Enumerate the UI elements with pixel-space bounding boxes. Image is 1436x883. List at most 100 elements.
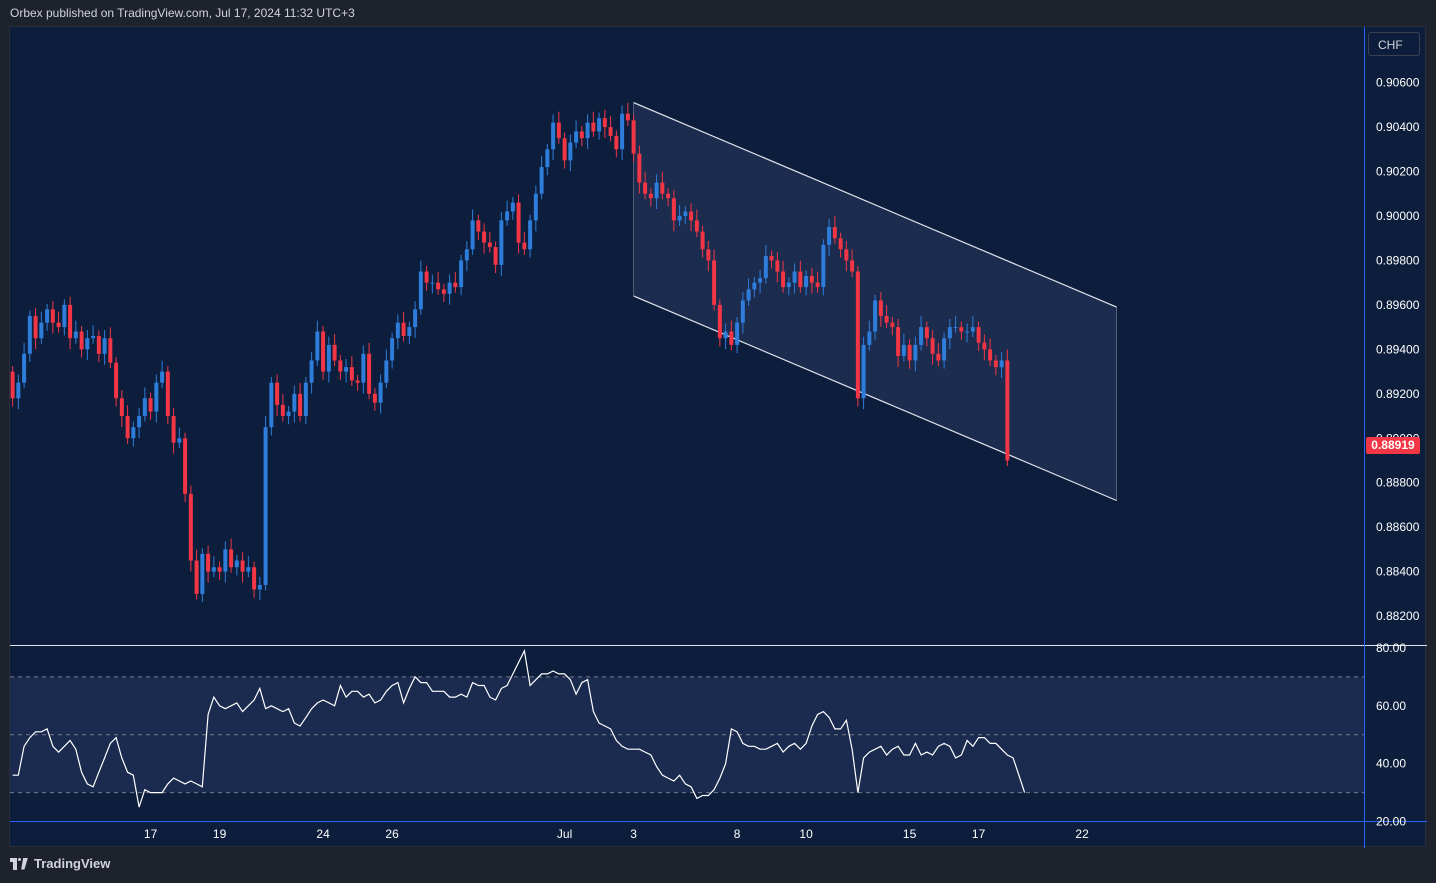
- publisher-attribution: Orbex published on TradingView.com, Jul …: [10, 6, 355, 20]
- candle: [769, 250, 774, 269]
- chart-canvas[interactable]: 0.90600 0.90400 0.90200 0.90000 0.89800 0.896…: [10, 27, 1427, 848]
- rsi-tick-label: 60.00: [1376, 699, 1406, 713]
- candle-body: [119, 398, 124, 417]
- candle-body: [539, 167, 544, 194]
- candle: [821, 239, 826, 296]
- candle-body: [476, 220, 481, 232]
- candle-body: [551, 122, 556, 150]
- candle-body: [436, 282, 441, 290]
- price-tick-label: 0.89600: [1376, 298, 1420, 312]
- candle: [993, 354, 998, 376]
- candle: [321, 325, 326, 380]
- price-tick-label: 0.90600: [1376, 76, 1420, 90]
- candle: [137, 407, 142, 439]
- candle-body: [165, 371, 170, 417]
- candle: [832, 216, 837, 244]
- candle: [913, 336, 918, 372]
- candle: [620, 105, 625, 161]
- candle: [171, 407, 176, 454]
- candle: [344, 358, 349, 383]
- candle: [556, 111, 561, 144]
- candle-body: [217, 567, 222, 572]
- candle-body: [608, 127, 613, 136]
- candle: [229, 538, 234, 573]
- time-tick-label: 24: [316, 827, 330, 841]
- candle: [309, 352, 314, 394]
- price-tick-label: 0.88800: [1376, 476, 1420, 490]
- candle-body: [712, 260, 717, 305]
- candle: [326, 336, 331, 383]
- candle-body: [338, 360, 343, 372]
- candle-body: [660, 182, 665, 194]
- currency-selector[interactable]: CHF: [1368, 32, 1420, 56]
- price-tick-label: 0.88200: [1376, 609, 1420, 623]
- candle-body: [73, 331, 78, 339]
- candle-body: [499, 220, 504, 265]
- candle-body: [867, 331, 872, 345]
- candle: [855, 265, 860, 407]
- candle-body: [114, 362, 119, 399]
- candle: [102, 329, 107, 365]
- candle: [298, 382, 303, 422]
- candle: [625, 102, 630, 126]
- candle: [798, 260, 803, 293]
- candle-body: [96, 336, 101, 354]
- candle: [896, 318, 901, 367]
- candle-body: [372, 393, 377, 403]
- candle-body: [942, 338, 947, 361]
- candle-body: [752, 282, 757, 290]
- candle-body: [838, 238, 843, 250]
- candle-body: [769, 255, 774, 261]
- candle-body: [10, 371, 15, 399]
- candle-body: [510, 202, 515, 212]
- candle: [125, 405, 130, 444]
- candle: [608, 116, 613, 142]
- candle: [96, 330, 101, 363]
- candle-body: [666, 193, 671, 199]
- candle-body: [827, 227, 832, 245]
- candle-body: [62, 304, 67, 328]
- candle: [505, 200, 510, 226]
- candle-body: [344, 367, 349, 372]
- candle-body: [309, 360, 314, 383]
- rsi-tick-label: 20.00: [1376, 815, 1406, 829]
- time-tick-label: 26: [385, 827, 399, 841]
- candle-body: [298, 393, 303, 417]
- candle-body: [131, 427, 136, 439]
- candle: [654, 174, 659, 210]
- candle-body: [280, 404, 285, 417]
- candle: [890, 317, 895, 336]
- candle: [602, 109, 607, 138]
- candle: [68, 296, 73, 350]
- candle: [614, 130, 619, 158]
- candle-body: [706, 249, 711, 261]
- candle: [349, 356, 354, 387]
- candle-body: [804, 275, 809, 288]
- candle: [631, 114, 636, 162]
- candle-body: [22, 353, 27, 383]
- candle: [22, 342, 27, 389]
- candle: [643, 171, 648, 200]
- candle-body: [154, 382, 159, 412]
- footer-brand[interactable]: TradingView: [10, 856, 110, 871]
- candle: [545, 143, 550, 176]
- candle: [493, 241, 498, 274]
- candle-body: [988, 349, 993, 361]
- candle-body: [171, 416, 176, 443]
- rsi-line: [12, 648, 1026, 808]
- candle-body: [229, 549, 234, 568]
- candle-body: [1005, 360, 1010, 461]
- candle: [786, 277, 791, 296]
- candle-body: [183, 438, 188, 494]
- candle-body: [200, 553, 205, 594]
- candle-body: [125, 416, 130, 439]
- candle: [263, 416, 268, 591]
- candle-body: [781, 271, 786, 288]
- candle-body: [349, 367, 354, 381]
- price-tick-label: 0.90400: [1376, 120, 1420, 134]
- candle: [965, 323, 970, 343]
- candle-body: [913, 344, 918, 361]
- chart-frame[interactable]: 0.90600 0.90400 0.90200 0.90000 0.89800 0.896…: [9, 26, 1427, 848]
- time-tick-label: 19: [213, 827, 227, 841]
- price-tick-label: 0.89400: [1376, 342, 1420, 356]
